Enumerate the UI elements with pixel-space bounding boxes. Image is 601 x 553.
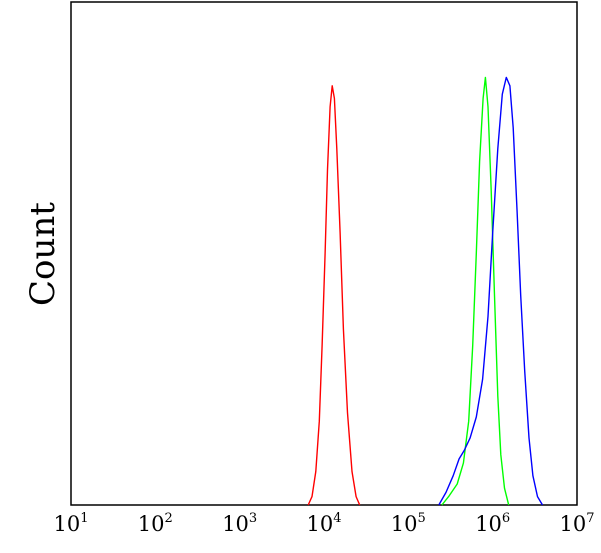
x-tick-label: 103 <box>222 511 257 536</box>
series-3-line <box>438 76 544 506</box>
x-tick-label: 102 <box>138 511 173 536</box>
series-1-line <box>307 85 361 506</box>
x-tick-label: 106 <box>475 511 510 536</box>
x-tick-labels: 101 102 103 104 105 106 107 <box>53 511 594 536</box>
plot-frame <box>70 1 578 506</box>
x-tick-label: 105 <box>391 511 426 536</box>
x-tick-label: 107 <box>559 511 594 536</box>
series-2-line <box>441 76 510 506</box>
y-axis-label: Count <box>23 202 63 306</box>
x-tick-label: 101 <box>53 511 88 536</box>
x-tick-label: 104 <box>306 511 341 536</box>
series-group <box>307 76 544 506</box>
